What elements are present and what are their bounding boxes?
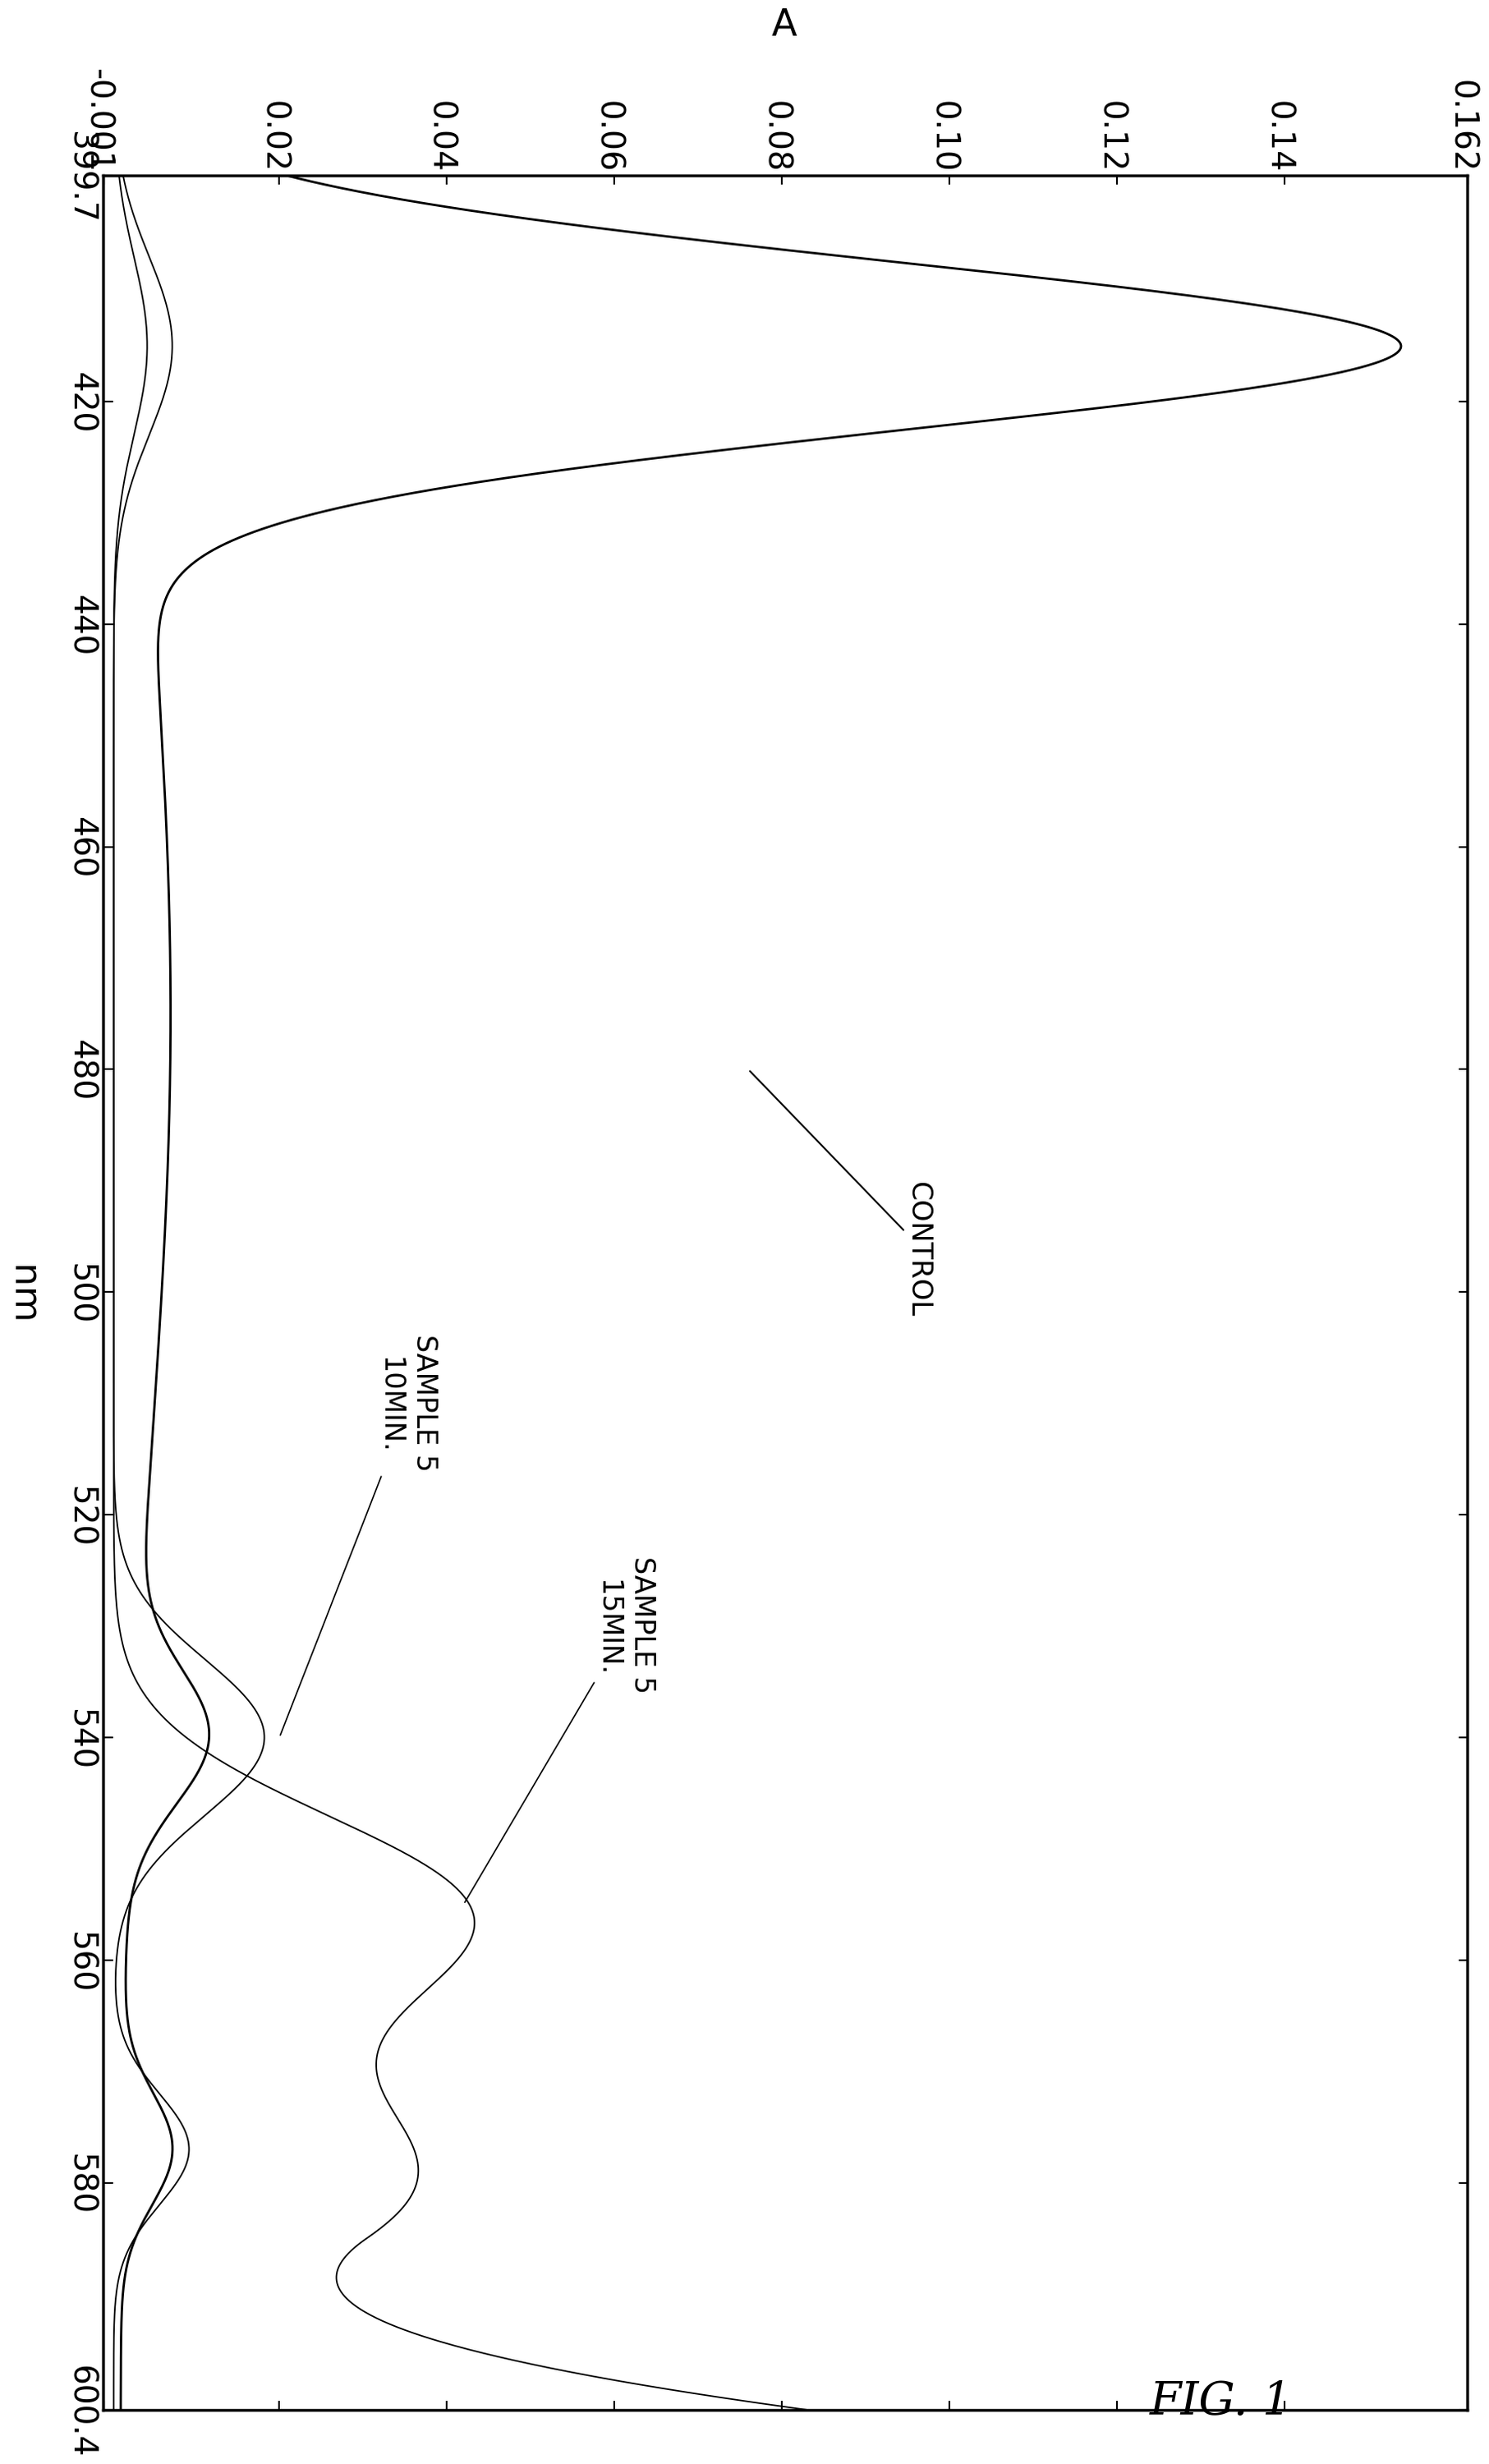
Text: FIG. 1: FIG. 1 (1150, 2380, 1292, 2425)
